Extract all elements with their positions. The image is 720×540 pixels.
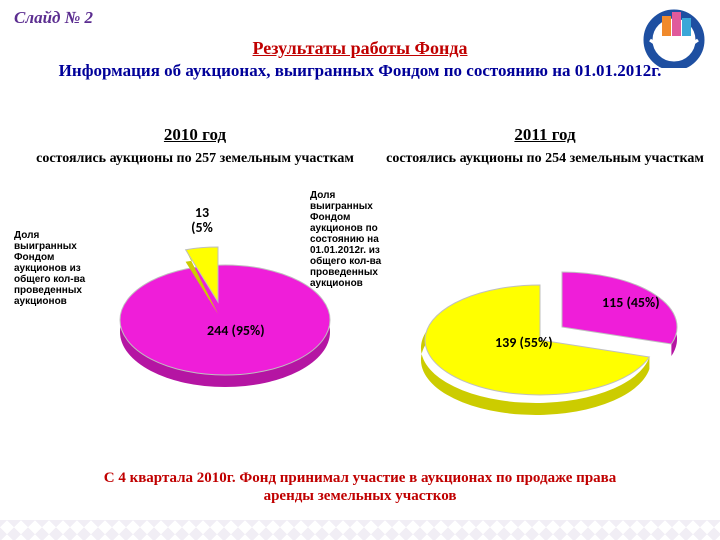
slide-number-label: Слайд № 2 bbox=[14, 8, 93, 28]
year-2011-heading: 2011 год bbox=[380, 125, 710, 145]
title-sub: Информация об аукционах, выигранных Фонд… bbox=[40, 60, 680, 81]
label-115-45pct: 115 (45%) bbox=[602, 295, 660, 310]
column-2010: 2010 год состоялись аукционы по 257 земе… bbox=[30, 125, 360, 167]
label-244-95pct: 244 (95%) bbox=[207, 323, 265, 338]
year-2010-subtext: состоялись аукционы по 257 земельным уча… bbox=[30, 151, 360, 167]
pie-chart-2011 bbox=[405, 245, 705, 445]
year-2011-subtext: состоялись аукционы по 254 земельным уча… bbox=[380, 151, 710, 167]
title-main: Результаты работы Фонда bbox=[0, 38, 720, 59]
charts-container: Доля выигранных Фондом аукционов из обще… bbox=[0, 190, 720, 460]
label-139-55pct: 139 (55%) bbox=[495, 335, 553, 350]
column-2011: 2011 год состоялись аукционы по 254 земе… bbox=[380, 125, 710, 167]
pie-chart-2010 bbox=[95, 210, 355, 430]
footer-note: С 4 квартала 2010г. Фонд принимал участи… bbox=[80, 469, 640, 505]
legend-left-text: Доля выигранных Фондом аукционов из обще… bbox=[14, 230, 92, 307]
year-2010-heading: 2010 год bbox=[30, 125, 360, 145]
label-13-5pct: 13 (5% bbox=[187, 205, 217, 236]
ornament-border bbox=[0, 520, 720, 540]
